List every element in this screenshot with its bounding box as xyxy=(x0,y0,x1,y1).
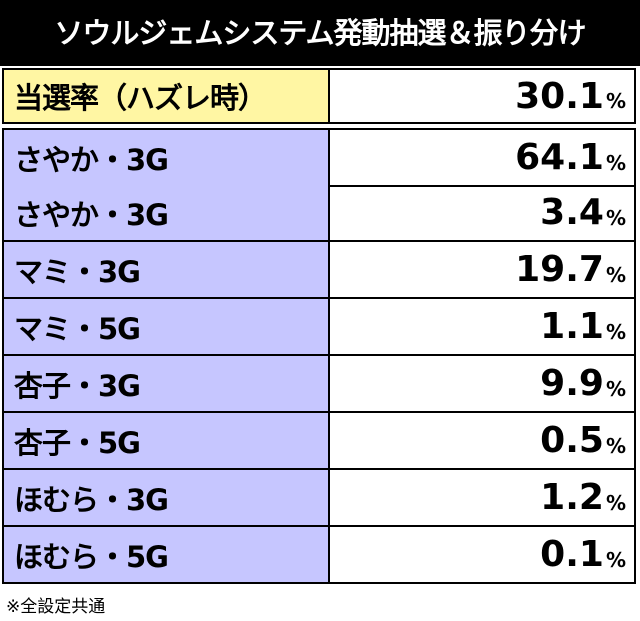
unit: % xyxy=(605,262,626,287)
row-value-cell: 3.4% xyxy=(330,185,634,240)
row-value: 1.1 xyxy=(540,306,604,347)
row-value: 3.4 xyxy=(540,192,604,233)
table-row: ほむら・5G 0.1% xyxy=(2,527,636,584)
row-value-cell: 1.2% xyxy=(330,470,634,525)
row-value: 1.2 xyxy=(540,477,604,518)
summary-value: 30.1 xyxy=(515,75,604,117)
unit: % xyxy=(605,547,626,572)
summary-label: 当選率（ハズレ時） xyxy=(4,70,330,122)
row-value: 9.9 xyxy=(540,363,604,404)
unit: % xyxy=(605,205,626,230)
row-label: ほむら・3G xyxy=(4,470,330,525)
row-value: 19.7 xyxy=(515,249,604,290)
table-row: さやか・3G 64.1% xyxy=(2,128,636,187)
title: ソウルジェムシステム発動抽選＆振り分け xyxy=(0,0,640,66)
table-row: 杏子・3G 9.9% xyxy=(2,356,636,413)
summary-row: 当選率（ハズレ時） 30.1% xyxy=(2,68,636,124)
unit: % xyxy=(605,150,626,175)
unit: % xyxy=(605,89,626,113)
table-row: さやか・3G 3.4% xyxy=(2,185,636,242)
table-row: 杏子・5G 0.5% xyxy=(2,413,636,470)
row-value: 64.1 xyxy=(515,137,604,178)
row-label: 杏子・3G xyxy=(4,356,330,411)
unit: % xyxy=(605,319,626,344)
row-label: 杏子・5G xyxy=(4,413,330,468)
row-value-cell: 1.1% xyxy=(330,299,634,354)
row-value-cell: 0.5% xyxy=(330,413,634,468)
row-label: さやか・3G xyxy=(4,185,330,240)
row-label: ほむら・5G xyxy=(4,527,330,582)
row-value-cell: 64.1% xyxy=(330,130,634,185)
row-value-cell: 19.7% xyxy=(330,242,634,297)
row-value-cell: 9.9% xyxy=(330,356,634,411)
table-row: マミ・3G 19.7% xyxy=(2,242,636,299)
unit: % xyxy=(605,490,626,515)
summary-value-cell: 30.1% xyxy=(330,70,634,122)
row-value: 0.5 xyxy=(540,420,604,461)
row-label: マミ・3G xyxy=(4,242,330,297)
row-value-cell: 0.1% xyxy=(330,527,634,582)
unit: % xyxy=(605,433,626,458)
row-label: マミ・5G xyxy=(4,299,330,354)
table-row: ほむら・3G 1.2% xyxy=(2,470,636,527)
footnote: ※全設定共通 xyxy=(6,597,106,617)
table-row: マミ・5G 1.1% xyxy=(2,299,636,356)
unit: % xyxy=(605,376,626,401)
row-label: さやか・3G xyxy=(4,130,330,185)
row-value: 0.1 xyxy=(540,534,604,575)
